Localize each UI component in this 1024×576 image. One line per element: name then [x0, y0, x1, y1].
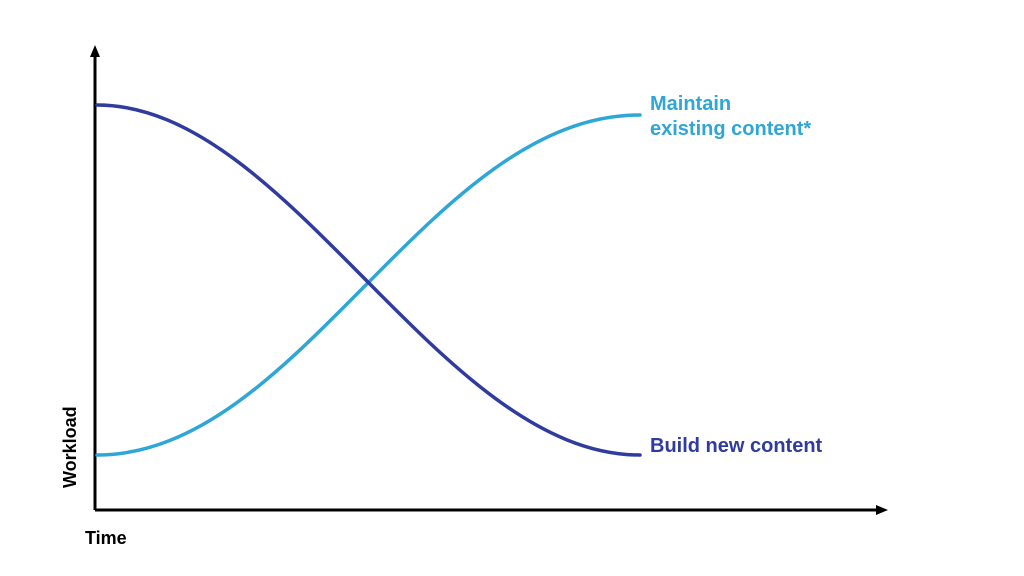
workload-time-chart: Workload Time Maintain existing content*… [0, 0, 1024, 576]
label-build-new: Build new content [650, 434, 822, 459]
label-build-line1: Build new content [650, 435, 822, 457]
chart-svg [0, 0, 1024, 576]
label-maintain-line1: Maintain [650, 93, 731, 115]
x-axis-label: Time [85, 528, 127, 549]
label-maintain-line2: existing content* [650, 118, 811, 140]
label-maintain-existing: Maintain existing content* [650, 92, 811, 142]
y-axis-label: Workload [60, 406, 81, 488]
